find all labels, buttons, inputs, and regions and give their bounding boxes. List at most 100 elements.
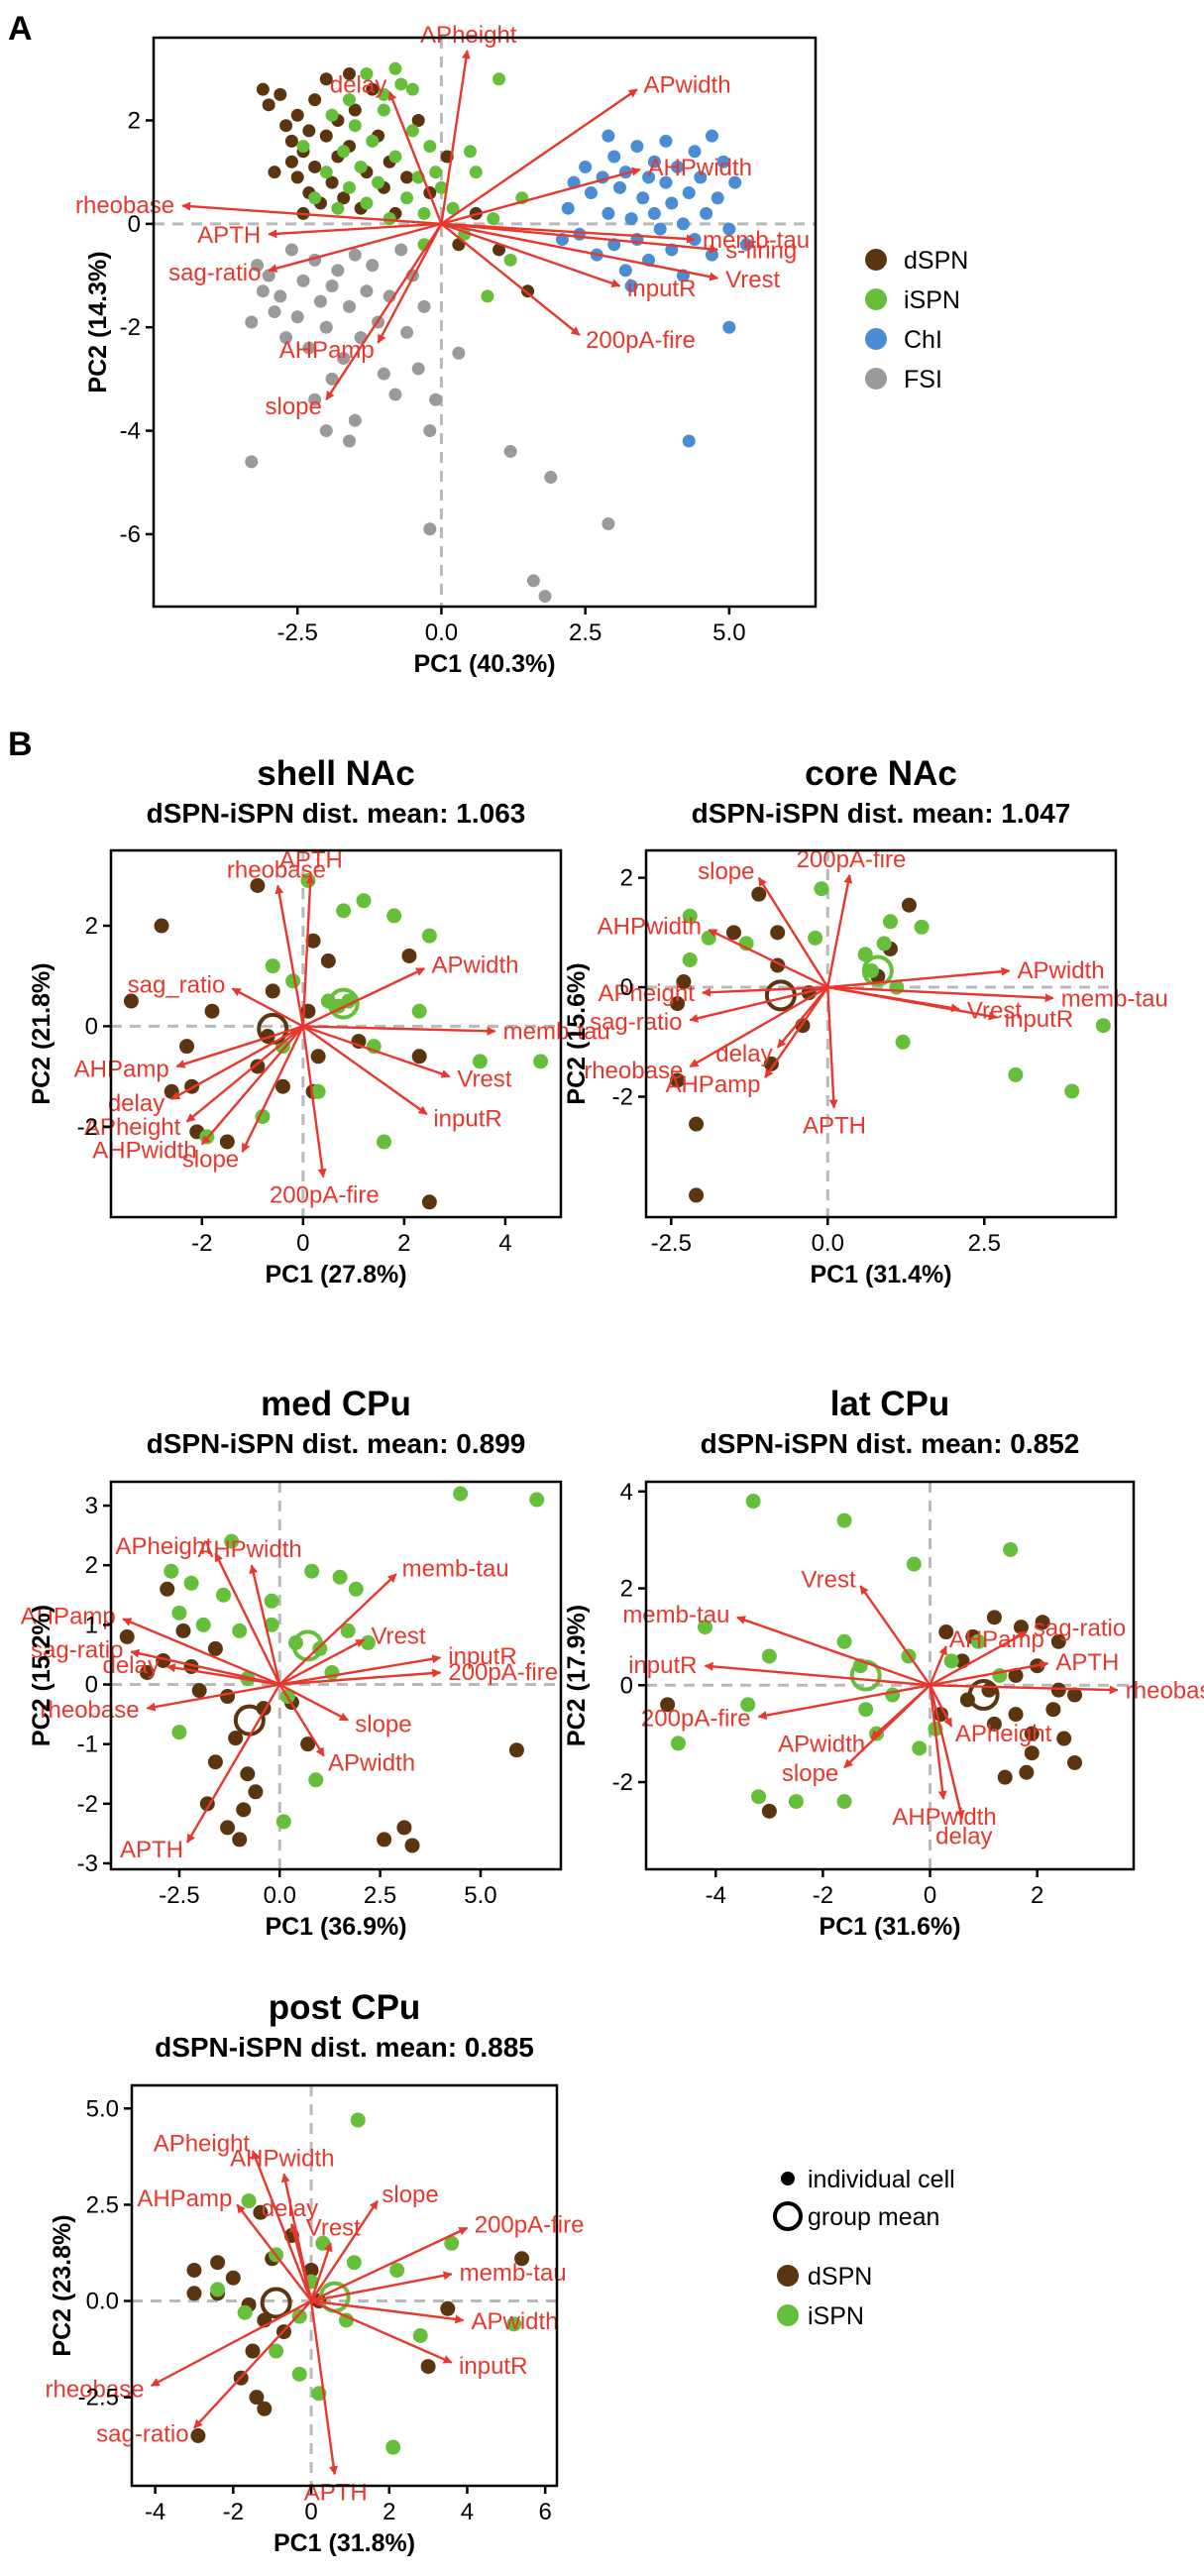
point-fsi (342, 434, 356, 448)
loading-arrow (214, 1552, 281, 1686)
point-fsi (348, 413, 362, 427)
loading-label: memb-tau (402, 1556, 509, 1583)
loading-arrow (268, 222, 442, 239)
chart-subtitle: dSPN-iSPN dist. mean: 0.899 (147, 1428, 526, 1459)
point-ispn (210, 2282, 226, 2297)
loading-label: Vrest (802, 1567, 856, 1594)
loading-label: s-firing (725, 238, 797, 265)
point-ispn (388, 61, 402, 75)
point-ispn (354, 160, 368, 173)
point-ispn (269, 2343, 284, 2359)
x-tick-label: -4 (706, 1882, 726, 1909)
loading-arrow (325, 223, 443, 401)
point-fsi (325, 279, 339, 292)
point-dspn (508, 1742, 524, 1758)
loading-label: rheobase (75, 192, 174, 219)
point-ispn (264, 1617, 279, 1632)
group-mean-marker (773, 2201, 803, 2231)
point-dspn (274, 1078, 290, 1094)
chart-title: lat CPu (830, 1385, 950, 1423)
loading-arrow (704, 1661, 930, 1687)
point-chi (647, 206, 661, 220)
point-dspn (191, 1683, 207, 1699)
point-ispn (481, 289, 494, 303)
y-tick-label: 0 (620, 974, 633, 1001)
point-fsi (377, 367, 390, 381)
point-fsi (256, 284, 270, 298)
point-dspn (220, 1689, 236, 1705)
point-chi (642, 170, 656, 184)
loading-label: AHPamp (665, 1071, 760, 1098)
point-dspn (493, 243, 506, 257)
group-mean-dspn (260, 2287, 292, 2319)
point-dspn (250, 1059, 266, 1074)
x-tick-label: 2 (1031, 1882, 1043, 1909)
point-ispn (331, 201, 345, 215)
loading-label: AHPwidth (648, 155, 752, 181)
point-dspn (670, 996, 686, 1012)
point-dspn (1013, 1620, 1029, 1635)
loading-label: delay (262, 2195, 318, 2222)
loading-arrow (310, 2299, 465, 2324)
loading-arrow (930, 1684, 1119, 1695)
point-dspn (986, 1610, 1002, 1625)
point-dspn (1067, 1754, 1083, 1770)
point-dspn (986, 1716, 1002, 1732)
loading-label: APwidth (431, 952, 518, 979)
point-ispn (394, 77, 408, 91)
loading-arrow (130, 1648, 280, 1686)
loading-label: sag-ratio (1034, 1616, 1126, 1642)
point-dspn (337, 191, 351, 205)
point-ispn (446, 201, 460, 215)
loading-label: sag-ratio (31, 1637, 123, 1664)
loading-label: inputR (433, 1106, 501, 1133)
point-ispn (291, 2366, 307, 2382)
point-dspn (1019, 1764, 1035, 1780)
point-dspn (725, 925, 741, 941)
point-fsi (602, 517, 615, 531)
y-tick-label: -4 (120, 418, 141, 445)
point-fsi (245, 455, 259, 469)
point-chi (584, 186, 598, 200)
panel-label-a: A (8, 10, 33, 48)
loading-label: sag_ratio (128, 972, 226, 999)
point-dspn (1050, 1633, 1066, 1649)
loading-arrow (929, 1685, 947, 1801)
point-chi (711, 191, 724, 205)
point-ispn (338, 2312, 354, 2328)
point-ispn (241, 2193, 257, 2209)
point-ispn (296, 140, 310, 154)
point-ispn (366, 134, 380, 148)
point-fsi (503, 444, 517, 458)
point-dspn (377, 1832, 392, 1848)
point-ispn (469, 166, 483, 179)
point-chi (624, 279, 638, 292)
loading-arrow (310, 2271, 453, 2302)
point-ispn (195, 1617, 211, 1632)
point-ispn (858, 1702, 874, 1718)
point-ispn (836, 1512, 852, 1528)
loading-label: slope (782, 1760, 838, 1787)
chart-title: med CPu (261, 1385, 411, 1423)
point-dspn (440, 2300, 456, 2316)
point-fsi (360, 284, 374, 298)
point-dspn (228, 1731, 244, 1746)
point-chi (688, 145, 702, 159)
loading-label: APTH (197, 222, 261, 249)
point-ispn (265, 958, 280, 974)
y-tick-label: 0 (85, 1013, 98, 1040)
point-fsi (342, 299, 356, 313)
x-tick-label: -2 (813, 1882, 833, 1909)
x-tick-label: 2 (397, 1230, 410, 1257)
x-tick-label: -2.5 (159, 1882, 199, 1909)
point-ispn (216, 1587, 231, 1603)
loading-arrow (309, 2300, 339, 2476)
loading-arrow (689, 985, 828, 1023)
point-ispn (350, 2112, 366, 2128)
loading-label: rheobase (46, 2377, 145, 2404)
point-dspn (689, 1116, 705, 1132)
point-chi (659, 175, 673, 189)
point-ispn (377, 87, 390, 101)
y-tick-label: 2 (620, 1576, 633, 1603)
